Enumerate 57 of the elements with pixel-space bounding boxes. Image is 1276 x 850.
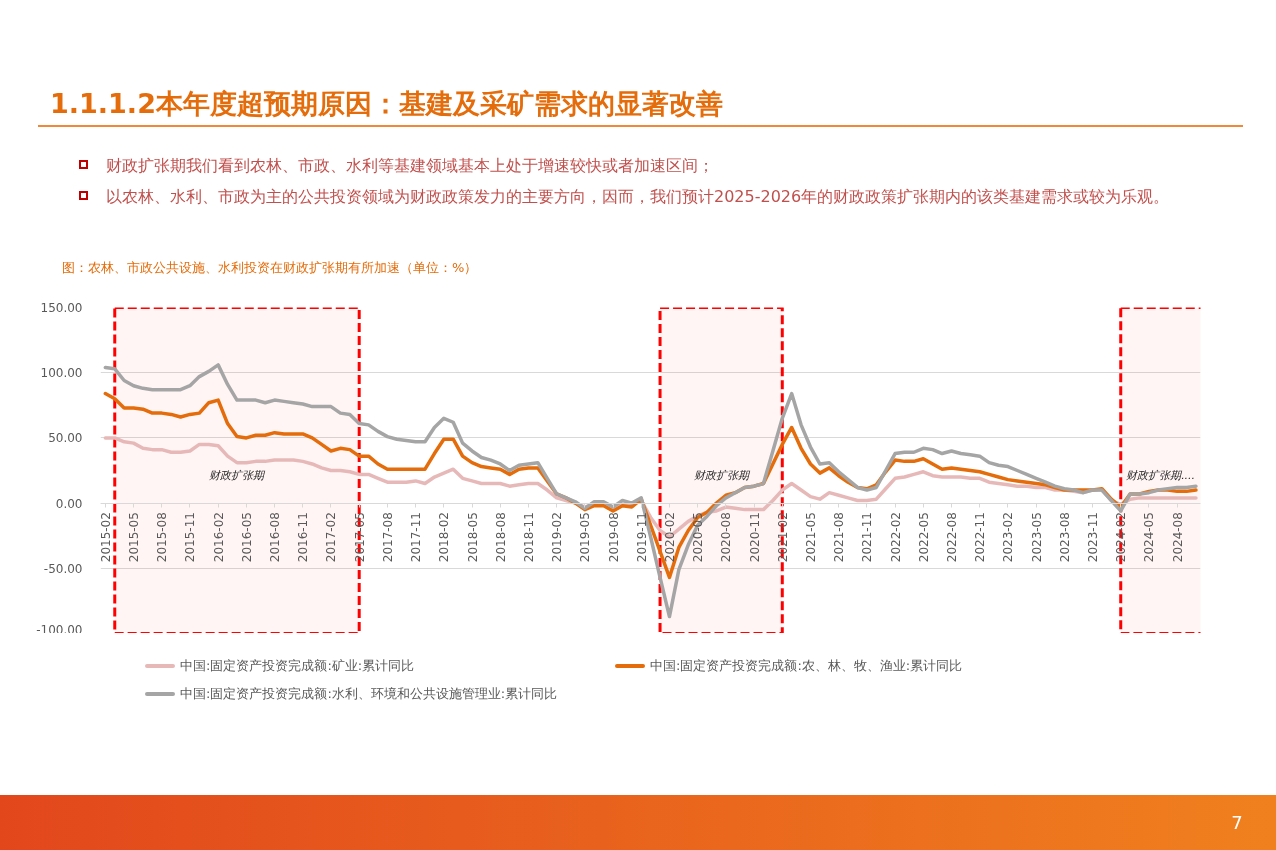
x-tick-label: 2018-05	[465, 512, 480, 563]
text: 财政扩张期我们看到农林、市政、水利等基建领域基本上处于增速较快或者加速区间；	[106, 155, 715, 177]
x-tick-label: 2020-11	[747, 512, 762, 563]
y-tick-label: 50.00	[48, 431, 83, 446]
x-tick-label: 2024-08	[1170, 512, 1185, 563]
chart-subtitle: 图：农林、市政公共设施、水利投资在财政扩张期有所加速（单位：%）	[62, 259, 478, 277]
x-tick-label: 2016-08	[268, 512, 283, 563]
x-tick-label: 2024-05	[1142, 512, 1157, 563]
x-tick-label: 2017-05	[352, 512, 367, 563]
x-tick-label: 2019-11	[634, 512, 649, 563]
chart-title: 1.1.1.2本年度超预期原因：基建及采矿需求的显著改善	[50, 87, 723, 121]
x-tick-label: 2018-11	[521, 512, 536, 563]
legend-label: 中国:固定资产投资完成额:矿业:累计同比	[180, 657, 415, 675]
text: 以农林、水利、市政为主的公共投资领域为财政政策发力的主要方向，因而，我们预计2025-2026年的财政政策扩张期内的该类基建需求或较为乐观。	[106, 186, 1171, 208]
y-tick-label: -100.00	[36, 622, 83, 637]
band-label: 财政扩张期....	[1126, 468, 1196, 482]
line-series	[103, 363, 1198, 619]
x-tick-label: 2021-08	[832, 512, 847, 563]
x-tick-label: 2016-11	[296, 512, 311, 563]
x-tick-label: 2022-11	[973, 512, 988, 563]
x-tick-label: 2017-11	[409, 512, 424, 563]
x-tick-label: 2022-08	[945, 512, 960, 563]
x-tick-label: 2021-11	[860, 512, 875, 563]
y-tick-label: 0.00	[55, 496, 83, 511]
y-tick-label: -50.00	[43, 561, 83, 576]
y-tick-label: 150.00	[40, 301, 83, 315]
band-label: 财政扩张期	[693, 468, 751, 482]
x-tick-label: 2023-02	[1001, 512, 1016, 563]
x-tick-label: 2017-02	[324, 512, 339, 563]
footer-band: 7	[0, 795, 1276, 850]
legend-label: 中国:固定资产投资完成额:农、林、牧、渔业:累计同比	[650, 657, 963, 675]
x-tick-label: 2023-08	[1057, 512, 1072, 563]
legend-label: 中国:固定资产投资完成额:水利、环境和公共设施管理业:累计同比	[180, 685, 558, 703]
x-tick-label: 2016-05	[239, 512, 254, 563]
x-tick-label: 2015-05	[127, 512, 142, 563]
x-tick-label: 2015-11	[183, 512, 198, 563]
x-tick-label: 2015-02	[98, 512, 113, 563]
x-tick-label: 2023-05	[1029, 512, 1044, 563]
x-tick-label: 2024-02	[1114, 512, 1129, 563]
x-tick-label: 2015-08	[155, 512, 170, 563]
y-tick-label: 100.00	[40, 366, 83, 381]
x-tick-label: 2022-02	[888, 512, 903, 563]
x-tick-label: 2016-02	[211, 512, 226, 563]
x-tick-label: 2021-02	[775, 512, 790, 563]
x-tick-label: 2017-08	[380, 512, 395, 563]
x-tick-label: 2020-08	[719, 512, 734, 563]
x-tick-label: 2022-05	[916, 512, 931, 563]
x-tick-label: 2020-02	[662, 512, 677, 563]
band-label: 财政扩张期	[209, 468, 267, 482]
x-tick-label: 2018-08	[493, 512, 508, 563]
x-tick-label: 2023-11	[1086, 512, 1101, 563]
x-tick-label: 2019-08	[606, 512, 621, 563]
x-tick-label: 2018-02	[437, 512, 452, 563]
x-tick-label: 2021-05	[803, 512, 818, 563]
x-tick-label: 2020-05	[691, 512, 706, 563]
x-tick-label: 2019-02	[550, 512, 565, 563]
x-tick-label: 2019-05	[578, 512, 593, 563]
